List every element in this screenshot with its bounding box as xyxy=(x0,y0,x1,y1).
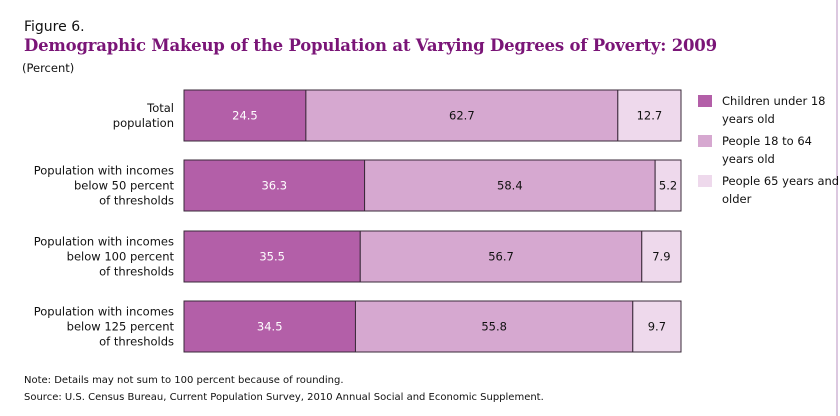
category-label: Total population xyxy=(113,101,174,130)
data-label: 34.5 xyxy=(257,320,283,334)
figure-label: Figure 6. xyxy=(24,19,85,35)
data-label: 62.7 xyxy=(449,109,475,123)
bar-segment xyxy=(354,300,634,353)
data-label: 35.5 xyxy=(259,250,285,264)
data-label: 56.7 xyxy=(488,250,514,264)
legend-swatch-adults xyxy=(698,135,712,147)
chart-subtitle: (Percent) xyxy=(22,61,75,75)
legend-label-adults: People 18 to 64 years old xyxy=(722,134,812,166)
category-label: Population with incomes below 50 percent o… xyxy=(34,164,175,208)
bar-segment xyxy=(654,159,682,212)
data-label: 7.9 xyxy=(652,250,670,264)
data-label: 24.5 xyxy=(232,109,258,123)
bar-segment xyxy=(641,230,682,283)
category-label: Population with incomes below 100 percent… xyxy=(34,235,175,279)
data-label: 58.4 xyxy=(497,179,523,193)
legend-label-children: Children under 18 years old xyxy=(722,94,826,126)
bar-segment xyxy=(617,89,682,142)
bar-segment xyxy=(364,159,656,212)
bar-segment xyxy=(305,89,619,142)
chart-source: Source: U.S. Census Bureau, Current Popu… xyxy=(24,392,544,403)
chart-title: Demographic Makeup of the Population at … xyxy=(24,36,717,55)
data-label: 9.7 xyxy=(648,320,666,334)
bar-segment xyxy=(183,230,361,283)
data-label: 55.8 xyxy=(481,320,507,334)
chart-note: Note: Details may not sum to 100 percent… xyxy=(24,375,344,386)
legend-label-seniors: People 65 years and older xyxy=(722,174,840,206)
bar-segment xyxy=(632,300,682,353)
legend-swatch-children xyxy=(698,95,712,107)
legend-swatch-seniors xyxy=(698,175,712,187)
data-label: 36.3 xyxy=(261,179,287,193)
bar-segment xyxy=(183,89,307,142)
data-label: 5.2 xyxy=(659,179,677,193)
bar-segment xyxy=(359,230,643,283)
page-border-rule xyxy=(836,0,838,416)
category-label: Population with incomes below 125 percent… xyxy=(34,305,175,349)
bar-segment xyxy=(183,300,356,353)
data-label: 12.7 xyxy=(637,109,663,123)
